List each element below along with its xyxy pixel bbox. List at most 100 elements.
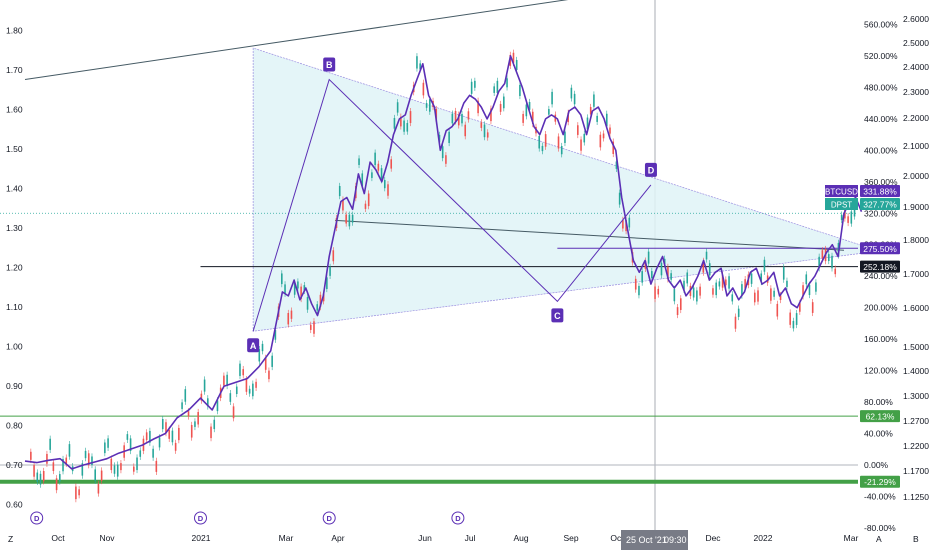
percent-axis-tick: 200.00%	[864, 303, 898, 313]
dpst-candle	[75, 486, 77, 500]
dpst-candle	[42, 471, 45, 482]
right-axis-tick: 2.0000	[903, 171, 929, 181]
dpst-candle	[840, 214, 843, 220]
dpst-candle	[242, 369, 245, 376]
right-axis-tick: 1.7000	[903, 269, 929, 279]
dpst-candle	[207, 398, 209, 407]
dpst-candle	[107, 438, 109, 448]
dpst-candle	[821, 250, 824, 259]
right-axis-tick: 1.1700	[903, 466, 929, 476]
dpst-candle	[461, 113, 463, 124]
left-axis-tick: 0.60	[6, 500, 23, 510]
dpst-candle	[805, 274, 808, 285]
dpst-candle	[705, 251, 708, 260]
level-62-label-box	[860, 410, 900, 423]
left-axis-tick: 1.10	[6, 302, 23, 312]
dpst-candle	[390, 159, 393, 169]
dpst-candle	[663, 258, 666, 265]
axes: 1.80 1.70 1.60 1.50 1.40 1.30 1.20 1.10 1.00 0.90…	[6, 14, 929, 550]
dpst-candle	[789, 312, 791, 325]
level-275-label-box	[860, 242, 900, 255]
dpst-candle	[100, 470, 103, 482]
dpst-candle	[184, 389, 187, 402]
dpst-candle	[255, 381, 257, 388]
dpst-candle	[52, 462, 55, 471]
time-axis-tick: Mar	[844, 533, 859, 543]
dpst-price-label-name: DPST	[831, 201, 852, 210]
dpst-candle	[737, 308, 740, 317]
dpst-candle	[133, 466, 135, 472]
dpst-candle	[827, 254, 830, 261]
dpst-candle	[264, 357, 267, 370]
percent-axis-tick: 0.00%	[864, 460, 889, 470]
percent-axis-tick: 400.00%	[864, 145, 898, 155]
dpst-candle	[795, 313, 798, 325]
time-axis-tick: Aug	[513, 533, 528, 543]
percent-axis-tick: 520.00%	[864, 51, 898, 61]
right-axis-tick: 2.5000	[903, 38, 929, 48]
left-axis-tick: 1.60	[6, 105, 23, 115]
dpst-candle	[232, 406, 235, 419]
dpst-candle	[387, 184, 389, 196]
dpst-candle	[116, 464, 119, 477]
dpst-candle	[309, 324, 312, 330]
point-label-c: C	[554, 311, 561, 321]
dpst-candle	[528, 102, 531, 110]
left-axis-tick: 1.80	[6, 26, 23, 36]
dpst-candle	[136, 457, 138, 471]
dpst-candle	[605, 113, 608, 127]
dpst-candle	[145, 432, 148, 441]
dpst-candle	[364, 203, 367, 209]
dpst-candle	[615, 161, 618, 169]
dpst-candle	[673, 289, 676, 302]
abcd-pattern	[252, 78, 652, 332]
percent-axis-tick: 480.00%	[864, 82, 898, 92]
dpst-candle	[696, 290, 698, 302]
left-axis-tick: 0.80	[6, 421, 23, 431]
event-marker	[194, 511, 207, 525]
dpst-candle	[403, 120, 405, 132]
dpst-candle	[300, 286, 302, 300]
dpst-candle	[284, 284, 286, 294]
event-label: D	[455, 514, 461, 523]
drawing-layer	[0, 0, 880, 484]
dpst-candle	[596, 115, 598, 122]
corner-label: B	[913, 534, 919, 544]
dpst-candle	[422, 82, 425, 96]
dpst-candle	[638, 285, 640, 296]
dpst-candle	[200, 393, 203, 401]
dpst-candle	[425, 103, 428, 108]
dpst-candle	[49, 438, 51, 450]
dpst-candle	[557, 136, 560, 149]
dpst-candle	[564, 131, 566, 143]
crosshair-time-box	[621, 530, 688, 550]
dpst-candle	[187, 411, 190, 417]
dpst-candle	[551, 91, 553, 105]
left-axis-tick: 0.90	[6, 381, 23, 391]
dpst-candle	[503, 96, 505, 109]
dpst-candle	[792, 320, 795, 329]
dpst-candle	[715, 282, 717, 296]
dpst-candle	[303, 285, 306, 291]
dpst-candle	[634, 278, 637, 290]
dpst-candle	[65, 457, 68, 464]
dpst-candle	[168, 429, 171, 439]
percent-axis-tick: 120.00%	[864, 366, 898, 376]
corner-label: Z	[8, 534, 13, 544]
dpst-candle	[306, 297, 309, 310]
left-axis-tick: 1.30	[6, 223, 23, 233]
dpst-candle	[203, 379, 206, 392]
dpst-candle	[467, 111, 470, 120]
dpst-candle	[400, 116, 402, 127]
dpst-candle	[654, 286, 656, 299]
dpst-candle	[290, 310, 293, 319]
dpst-candle	[190, 424, 193, 438]
dpst-candle	[853, 208, 856, 217]
dpst-candle	[570, 87, 573, 99]
time-axis-tick: 2022	[754, 533, 773, 543]
dpst-candle	[721, 275, 724, 288]
dpst-candle	[33, 465, 35, 477]
percent-axis-tick: 360.00%	[864, 177, 898, 187]
dpst-candle	[815, 282, 817, 292]
